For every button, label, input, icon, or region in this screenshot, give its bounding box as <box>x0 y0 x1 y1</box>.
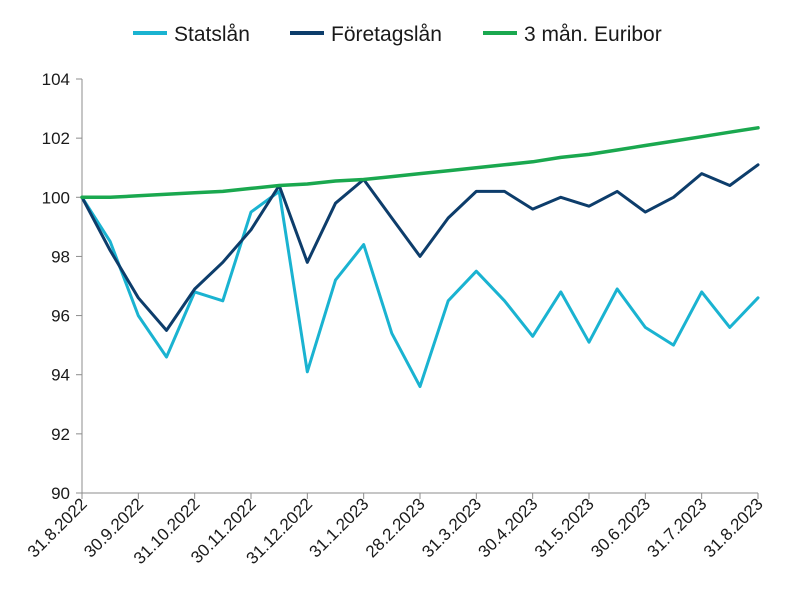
x-axis: 31.8.202230.9.202231.10.202230.11.202231… <box>24 492 767 568</box>
x-tick-label: 31.3.2023 <box>418 494 485 561</box>
legend-label: 3 mån. Euribor <box>524 23 662 46</box>
x-tick-label: 31.1.2023 <box>306 494 373 561</box>
y-tick-label: 98 <box>51 247 70 266</box>
y-tick-label: 104 <box>42 70 70 89</box>
x-tick-label: 31.8.2023 <box>700 494 767 561</box>
y-tick-label: 100 <box>42 188 70 207</box>
series-line-företagslån <box>80 163 760 332</box>
series-line-3-mån-euribor <box>80 126 760 200</box>
legend-item: Statslån <box>133 23 250 46</box>
legend-item: 3 mån. Euribor <box>483 23 662 46</box>
legend: Statslån Företagslån 3 mån. Euribor <box>133 23 662 46</box>
y-tick-label: 102 <box>42 129 70 148</box>
x-tick-label: 28.2.2023 <box>362 494 429 561</box>
x-tick-label: 31.5.2023 <box>531 494 598 561</box>
y-tick-label: 94 <box>51 366 70 385</box>
legend-item: Företagslån <box>290 23 442 46</box>
series-line-statslån <box>80 189 760 388</box>
y-tick-label: 90 <box>51 484 70 503</box>
series-layer <box>80 126 760 388</box>
legend-label: Statslån <box>174 23 250 46</box>
legend-label: Företagslån <box>331 23 442 46</box>
x-tick-label: 31.7.2023 <box>644 494 711 561</box>
x-tick-label: 30.6.2023 <box>587 494 654 561</box>
x-tick-label: 31.8.2022 <box>24 494 91 561</box>
y-tick-label: 96 <box>51 307 70 326</box>
x-tick-label: 30.4.2023 <box>475 494 542 561</box>
y-axis: 90 92 94 96 98 100 102 104 <box>42 70 83 503</box>
y-tick-label: 92 <box>51 425 70 444</box>
